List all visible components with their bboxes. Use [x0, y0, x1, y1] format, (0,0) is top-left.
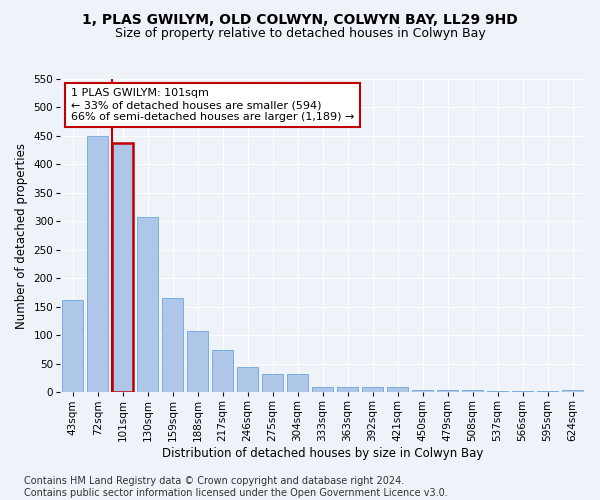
Bar: [137, 218, 158, 392]
Bar: [162, 298, 184, 392]
Bar: [537, 390, 558, 392]
Bar: [212, 350, 233, 393]
Text: 1 PLAS GWILYM: 101sqm
← 33% of detached houses are smaller (594)
66% of semi-det: 1 PLAS GWILYM: 101sqm ← 33% of detached …: [71, 88, 354, 122]
Bar: [337, 386, 358, 392]
Bar: [287, 374, 308, 392]
Bar: [62, 300, 83, 392]
Text: Contains HM Land Registry data © Crown copyright and database right 2024.
Contai: Contains HM Land Registry data © Crown c…: [24, 476, 448, 498]
Bar: [112, 144, 133, 392]
Text: 1, PLAS GWILYM, OLD COLWYN, COLWYN BAY, LL29 9HD: 1, PLAS GWILYM, OLD COLWYN, COLWYN BAY, …: [82, 12, 518, 26]
Bar: [437, 390, 458, 392]
Bar: [562, 390, 583, 392]
Y-axis label: Number of detached properties: Number of detached properties: [15, 142, 28, 328]
Bar: [87, 136, 109, 392]
Bar: [237, 366, 258, 392]
Bar: [387, 387, 408, 392]
Bar: [462, 390, 483, 392]
Bar: [362, 387, 383, 392]
Bar: [512, 390, 533, 392]
Text: Size of property relative to detached houses in Colwyn Bay: Size of property relative to detached ho…: [115, 28, 485, 40]
X-axis label: Distribution of detached houses by size in Colwyn Bay: Distribution of detached houses by size …: [162, 447, 484, 460]
Bar: [187, 332, 208, 392]
Bar: [312, 386, 333, 392]
Bar: [487, 390, 508, 392]
Bar: [262, 374, 283, 392]
Bar: [412, 390, 433, 392]
